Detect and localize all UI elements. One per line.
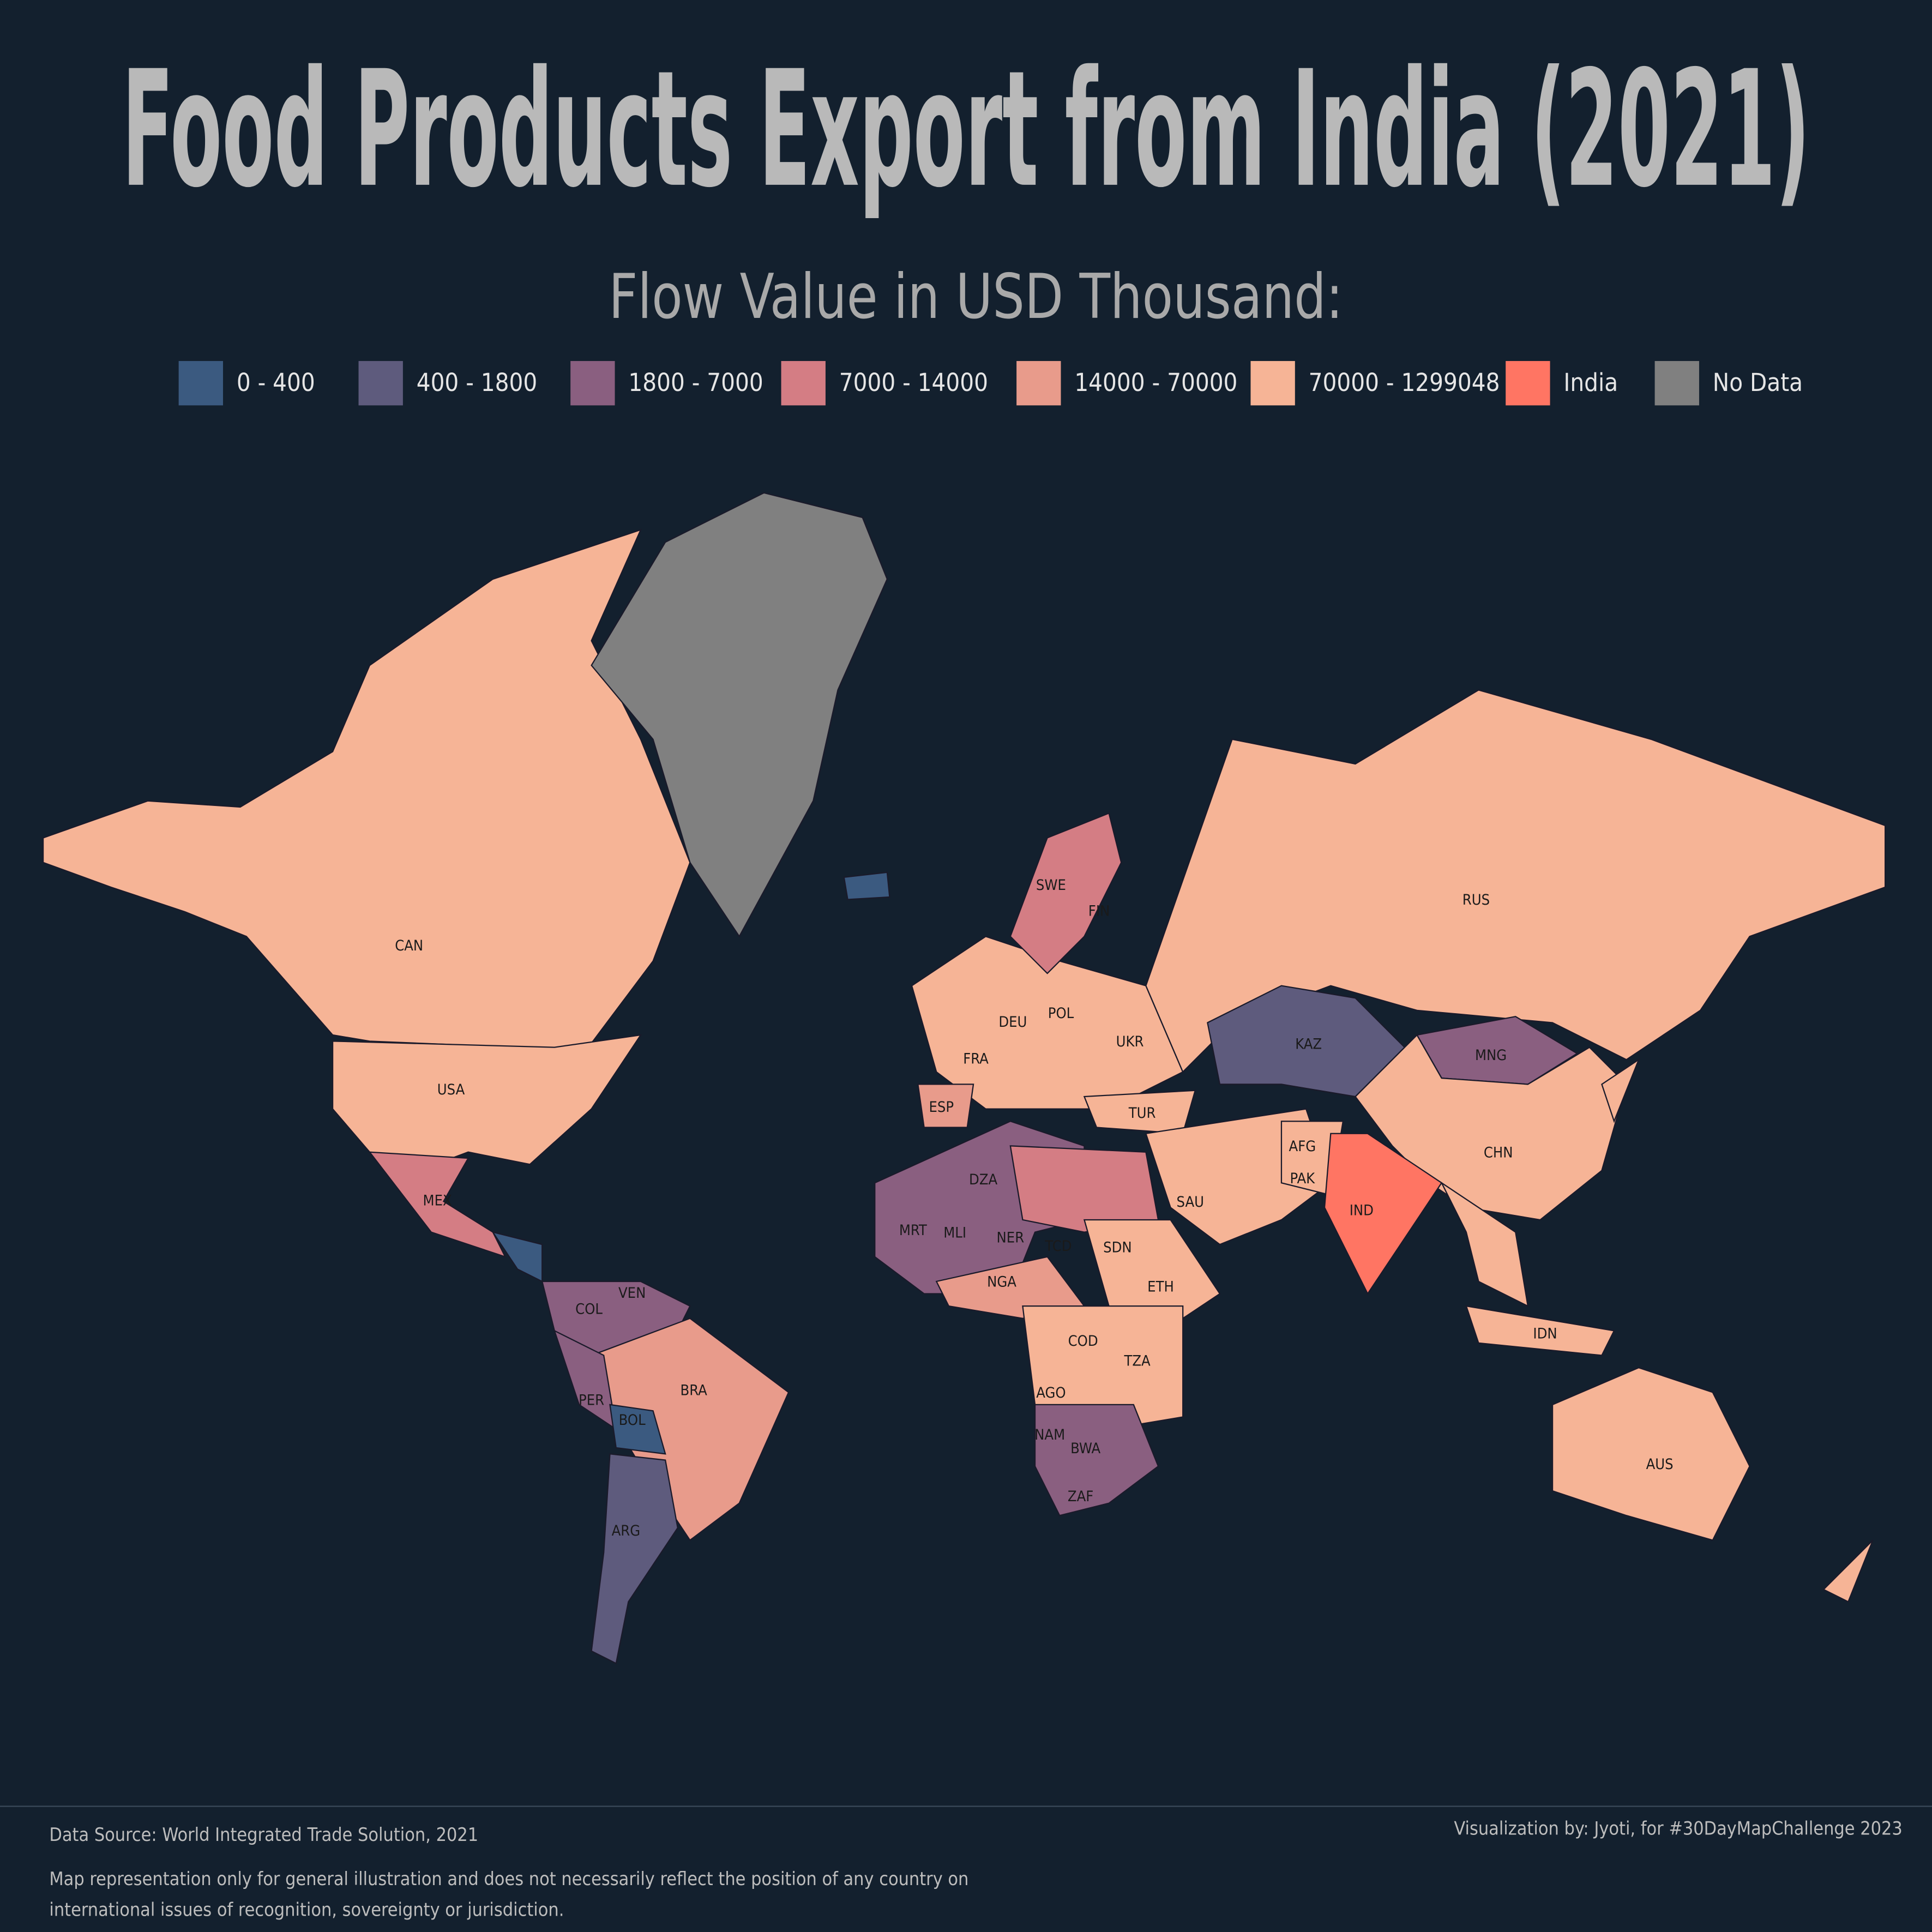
country-label: KAZ xyxy=(1295,1036,1322,1053)
country xyxy=(1034,1404,1159,1516)
country-label: ARG xyxy=(612,1522,641,1539)
legend-swatch xyxy=(570,361,615,406)
country-label: BWA xyxy=(1070,1440,1100,1457)
country xyxy=(1083,1219,1221,1319)
country-label: CHN xyxy=(1484,1144,1513,1161)
legend: 0 - 400 400 - 1800 1800 - 7000 7000 - 14000… xyxy=(178,361,1803,406)
map xyxy=(42,492,1886,1665)
country-label: ESP xyxy=(929,1099,954,1116)
country xyxy=(591,1453,678,1665)
subtitle: Flow Value in USD Thousand: xyxy=(609,261,1343,333)
country-label: MLI xyxy=(943,1224,966,1241)
country-label: ZAF xyxy=(1068,1488,1093,1505)
country-label: BRA xyxy=(681,1382,708,1399)
source: Data Source: World Integrated Trade Solu… xyxy=(49,1824,478,1845)
country xyxy=(1022,1305,1184,1430)
country-label: ETH xyxy=(1147,1279,1174,1296)
country-label: TUR xyxy=(1128,1105,1156,1122)
legend-label: 7000 - 14000 xyxy=(839,368,988,397)
legend-label: 14000 - 70000 xyxy=(1074,368,1237,397)
country-label: FIN xyxy=(1088,903,1110,920)
country xyxy=(1601,1058,1640,1123)
legend-label: India xyxy=(1563,368,1618,397)
country-label: CAN xyxy=(395,937,423,954)
country xyxy=(843,871,890,900)
country-label: PAK xyxy=(1290,1170,1316,1187)
country xyxy=(1465,1305,1615,1356)
country xyxy=(609,1404,666,1455)
country-label: COD xyxy=(1068,1333,1098,1350)
country xyxy=(332,1034,642,1171)
legend-swatch xyxy=(1016,361,1061,406)
country-label: COL xyxy=(575,1301,603,1317)
legend-label: 70000 - 1299048 xyxy=(1309,368,1500,397)
country-label: VEN xyxy=(618,1285,646,1302)
disclaimer: Map representation only for general illu… xyxy=(49,1868,968,1889)
legend-label: 1800 - 7000 xyxy=(628,368,763,397)
country-label: BOL xyxy=(619,1412,646,1429)
country-label: SDN xyxy=(1103,1239,1132,1256)
country-label: MEX xyxy=(423,1193,452,1209)
country-label: IND xyxy=(1350,1202,1374,1219)
country-label: MNG xyxy=(1475,1047,1507,1064)
country-label: DZA xyxy=(969,1171,997,1188)
country xyxy=(1822,1539,1874,1603)
country-label: TZA xyxy=(1123,1352,1151,1369)
legend-label: 400 - 1800 xyxy=(417,368,538,397)
legend-label: 0 - 400 xyxy=(237,368,315,397)
country xyxy=(917,1084,974,1128)
legend-swatch xyxy=(1250,361,1295,406)
country-label: AFG xyxy=(1289,1138,1316,1155)
country-label: AGO xyxy=(1036,1385,1066,1401)
title: Food Products Export from India (2021) xyxy=(122,37,1810,223)
country-label: RUS xyxy=(1462,892,1490,908)
country-label: NER xyxy=(997,1229,1025,1246)
country-labels: CAN USA MEX COL VEN PER BOL BRA ARG SWE … xyxy=(395,877,1673,1539)
country-label: FRA xyxy=(963,1051,989,1068)
legend-swatch xyxy=(1506,361,1550,406)
legend-swatch xyxy=(781,361,826,406)
country xyxy=(591,492,888,938)
country-label: IDN xyxy=(1533,1326,1557,1343)
country-label: MRT xyxy=(899,1222,927,1239)
country-label: UKR xyxy=(1116,1033,1144,1050)
country xyxy=(42,528,691,1061)
country-label: SWE xyxy=(1036,877,1066,894)
country xyxy=(1323,1133,1443,1295)
country-label: AUS xyxy=(1646,1456,1674,1473)
country-label: DEU xyxy=(998,1014,1027,1031)
legend-swatch xyxy=(358,361,403,406)
legend-label: No Data xyxy=(1713,368,1803,397)
disclaimer: international issues of recognition, sov… xyxy=(49,1899,564,1921)
country-label: PER xyxy=(579,1392,604,1409)
country xyxy=(1009,812,1122,974)
country xyxy=(1440,1181,1529,1308)
country-label: SAU xyxy=(1176,1194,1204,1211)
country-label: POL xyxy=(1048,1005,1074,1022)
legend-swatch xyxy=(178,361,223,406)
country-label: NAM xyxy=(1034,1427,1065,1443)
country xyxy=(1551,1367,1750,1541)
legend-swatch xyxy=(1654,361,1699,406)
credit: Visualization by: Jyoti, for #30DayMapCh… xyxy=(1454,1817,1902,1839)
country-label: USA xyxy=(437,1081,465,1098)
country-label: TCD xyxy=(1044,1238,1072,1255)
country-label: NGA xyxy=(987,1274,1016,1291)
